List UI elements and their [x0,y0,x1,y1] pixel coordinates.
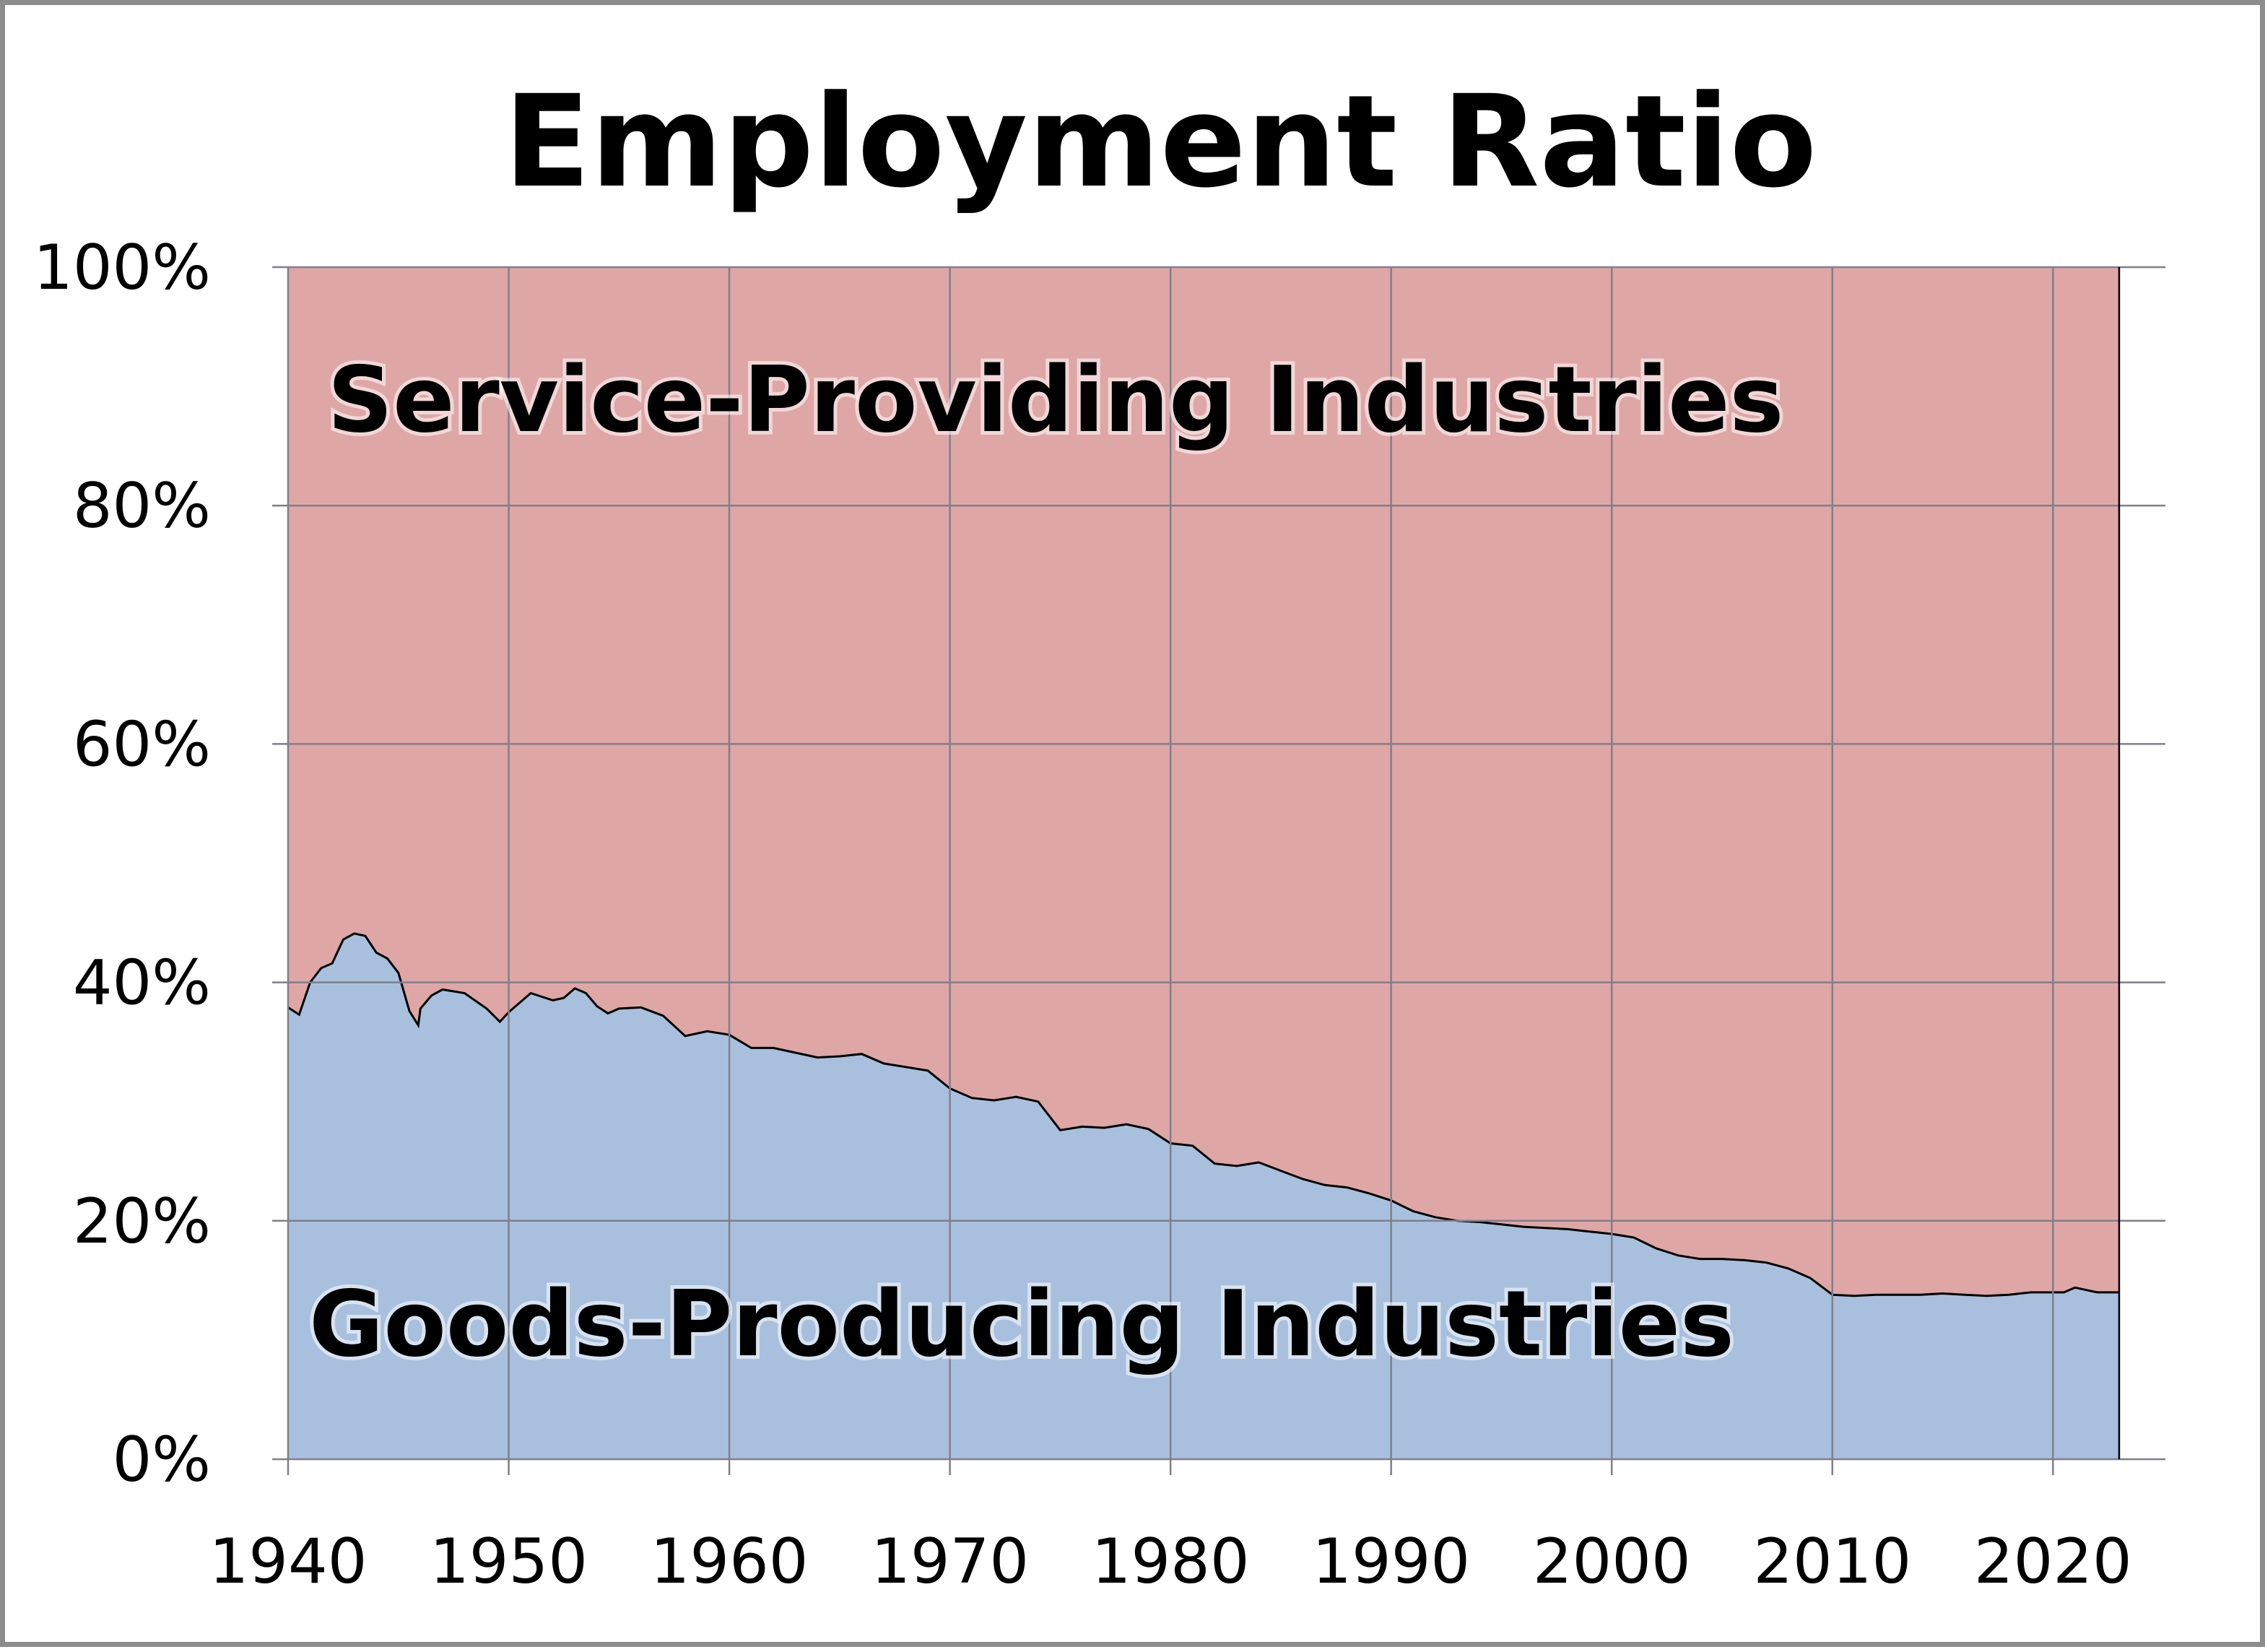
chart-title: Employment Ratio [504,68,1817,216]
x-tick-label: 1990 [1312,1526,1470,1598]
service-region-label: Service-Providing Industries [327,347,1783,453]
y-tick-label: 0% [113,1424,211,1496]
x-tick-label: 1940 [209,1526,368,1598]
x-tick-label: 2010 [1753,1526,1911,1598]
y-tick-label: 80% [73,470,211,542]
y-tick-label: 100% [33,232,211,304]
y-tick-label: 40% [73,947,211,1020]
x-tick-label: 1980 [1092,1526,1250,1598]
x-tick-label: 2020 [1974,1526,2132,1598]
x-tick-label: 2000 [1533,1526,1691,1598]
goods-producing-area [288,933,2119,1459]
goods-boundary-line [287,932,2119,1297]
x-tick-label: 1970 [871,1526,1029,1598]
y-tick-label: 20% [73,1186,211,1258]
y-tick-label: 60% [73,708,211,781]
x-tick-label: 1950 [430,1526,588,1598]
x-tick-label: 1960 [651,1526,809,1598]
employment-ratio-chart: Employment Ratio 0% 20% 40% 60% 80% 100% 1940… [33,68,2165,1598]
goods-region-label: Goods-Producing Industries [309,1271,1734,1377]
